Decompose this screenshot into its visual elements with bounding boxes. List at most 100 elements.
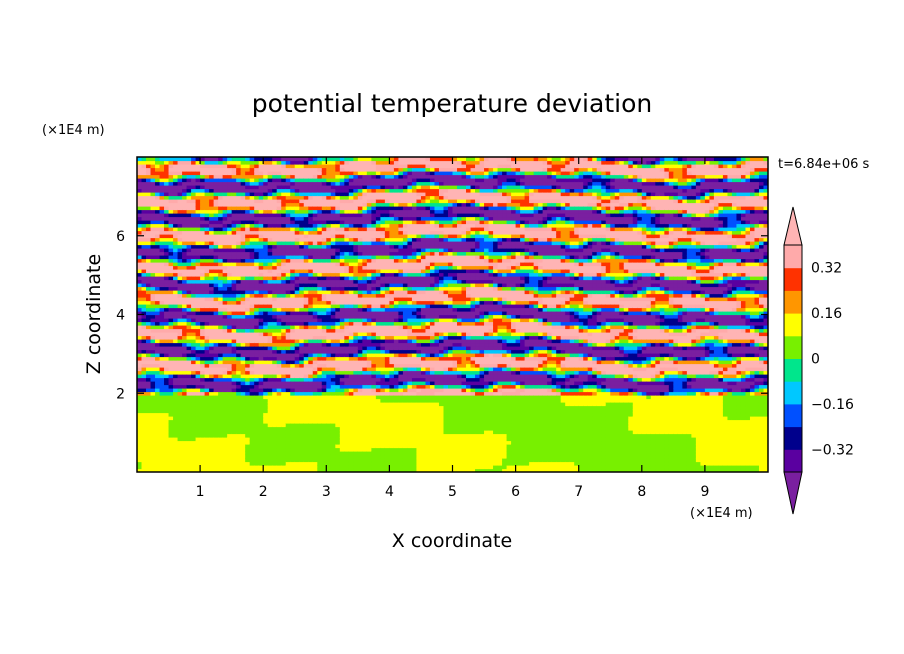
field-cell <box>150 265 156 270</box>
field-cell <box>317 318 323 323</box>
field-cell <box>168 269 174 274</box>
field-cell <box>173 395 179 400</box>
field-cell <box>150 262 156 267</box>
field-cell <box>362 293 368 298</box>
field-cell <box>159 311 165 316</box>
field-cell <box>299 199 305 204</box>
field-cell <box>209 307 215 312</box>
field-cell <box>168 307 174 312</box>
field-cell <box>213 314 219 319</box>
field-cell <box>290 321 296 326</box>
field-cell <box>330 269 336 274</box>
field-cell <box>200 304 206 309</box>
field-cell <box>303 171 309 176</box>
field-cell <box>326 356 332 361</box>
field-cell <box>321 157 327 162</box>
field-cell <box>380 304 386 309</box>
field-cell <box>249 454 255 459</box>
field-cell <box>348 276 354 281</box>
field-cell <box>375 293 381 298</box>
field-cell <box>267 178 273 183</box>
field-cell <box>267 262 273 267</box>
field-cell <box>245 286 251 291</box>
field-cell <box>290 227 296 232</box>
field-cell <box>254 174 260 179</box>
field-cell <box>276 164 282 169</box>
field-cell <box>164 405 170 410</box>
field-cell <box>357 349 363 354</box>
field-cell <box>267 202 273 207</box>
field-cell <box>155 188 161 193</box>
field-cell <box>150 304 156 309</box>
field-cell <box>240 300 246 305</box>
field-cell <box>294 199 300 204</box>
field-cell <box>362 300 368 305</box>
field-cell <box>231 454 237 459</box>
field-cell <box>159 321 165 326</box>
field-cell <box>141 419 147 424</box>
field-cell <box>335 360 341 365</box>
field-cell <box>299 174 305 179</box>
field-cell <box>303 220 309 225</box>
field-cell <box>137 171 143 176</box>
field-cell <box>308 174 314 179</box>
field-cell <box>317 402 323 407</box>
field-cell <box>222 276 228 281</box>
field-cell <box>218 332 224 337</box>
field-cell <box>222 223 228 228</box>
field-cell <box>272 461 278 466</box>
field-cell <box>204 346 210 351</box>
field-cell <box>366 430 372 435</box>
field-cell <box>164 248 170 253</box>
field-cell <box>330 363 336 368</box>
field-cell <box>168 286 174 291</box>
field-cell <box>339 234 345 239</box>
field-cell <box>222 202 228 207</box>
field-cell <box>191 433 197 438</box>
field-cell <box>339 325 345 330</box>
field-cell <box>204 213 210 218</box>
field-cell <box>191 276 197 281</box>
field-cell <box>344 160 350 165</box>
field-cell <box>141 195 147 200</box>
field-cell <box>294 370 300 375</box>
field-cell <box>200 241 206 246</box>
field-cell <box>155 346 161 351</box>
field-cell <box>258 451 264 456</box>
field-cell <box>353 395 359 400</box>
field-cell <box>281 321 287 326</box>
field-cell <box>321 237 327 242</box>
field-cell <box>146 465 152 470</box>
field-cell <box>200 276 206 281</box>
field-cell <box>186 426 192 431</box>
field-cell <box>200 468 206 472</box>
field-cell <box>380 384 386 389</box>
field-cell <box>240 381 246 386</box>
field-cell <box>249 360 255 365</box>
field-cell <box>245 206 251 211</box>
field-cell <box>263 262 269 267</box>
field-cell <box>249 314 255 319</box>
field-cell <box>303 307 309 312</box>
field-cell <box>236 297 242 302</box>
field-cell <box>182 171 188 176</box>
field-cell <box>362 465 368 470</box>
field-cell <box>308 444 314 449</box>
field-cell <box>353 230 359 235</box>
field-cell <box>164 297 170 302</box>
field-cell <box>236 433 242 438</box>
field-cell <box>173 335 179 340</box>
field-cell <box>285 234 291 239</box>
field-cell <box>141 181 147 186</box>
field-cell <box>357 444 363 449</box>
field-cell <box>222 468 228 472</box>
field-cell <box>245 328 251 333</box>
field-cell <box>357 265 363 270</box>
field-cell <box>258 391 264 396</box>
field-cell <box>321 433 327 438</box>
field-cell <box>294 433 300 438</box>
field-cell <box>380 388 386 393</box>
field-cell <box>236 304 242 309</box>
field-cell <box>195 265 201 270</box>
field-cell <box>186 437 192 442</box>
